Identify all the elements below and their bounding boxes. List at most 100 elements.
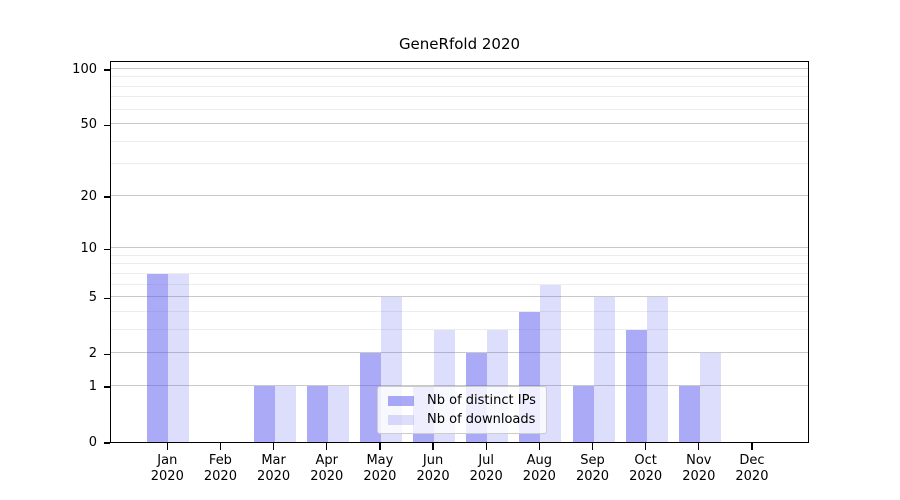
bar-downloads-jan [168,273,190,442]
x-tick-label-apr: Apr 2020 [295,453,359,485]
x-tick-apr [326,443,328,450]
legend-entry-distinct-ips: Nb of distinct IPs [388,393,536,408]
x-tick-month-oct: Oct [634,453,657,468]
x-tick-year-jun: 2020 [416,469,450,484]
x-tick-year-sep: 2020 [575,469,610,484]
legend: Nb of distinct IPs Nb of downloads [377,386,547,434]
gridline-minor-70 [111,96,808,98]
x-tick-jun [432,443,434,450]
bar-distinct-ips-may [359,353,381,442]
x-tick-month-jan: Jan [157,453,178,468]
bar-distinct-ips-sep [572,385,594,442]
bar-downloads-sep [593,297,615,442]
gridline-minor-4 [111,310,808,312]
chart-title: GeneRfold 2020 [398,35,521,53]
legend-label-distinct-ips: Nb of distinct IPs [427,393,536,408]
y-tick-50 [103,124,110,126]
x-tick-mar [273,443,275,450]
x-tick-month-nov: Nov [686,453,712,468]
bar-distinct-ips-apr [306,385,328,442]
y-tick-5 [103,297,110,299]
gridline-minor-60 [111,108,808,110]
x-tick-oct [645,443,647,450]
y-tick-label-0: 0 [88,435,97,450]
y-tick-label-5: 5 [88,290,97,306]
x-tick-year-jan: 2020 [150,469,184,484]
x-tick-month-aug: Aug [526,453,553,468]
y-tick-1 [103,386,110,388]
x-tick-label-oct: Oct 2020 [614,453,678,485]
x-tick-year-jul: 2020 [469,469,503,484]
x-tick-month-jul: Jul [478,453,495,468]
x-tick-label-feb: Feb 2020 [188,453,252,485]
bar-distinct-ips-nov [678,385,700,442]
y-tick-10 [103,248,110,250]
bar-downloads-apr [327,385,349,442]
gridline-minor-9 [111,254,808,256]
gridline-minor-7 [111,272,808,274]
gridline-major-100 [111,68,808,69]
gridline-minor-30 [111,163,808,165]
x-tick-year-feb: 2020 [203,469,237,484]
gridline-major-2 [111,352,808,354]
gridline-minor-8 [111,263,808,265]
legend-entry-downloads: Nb of downloads [388,412,536,427]
gridline-minor-6 [111,283,808,285]
legend-swatch-distinct-ips [388,395,414,406]
y-tick-20 [103,196,110,198]
x-tick-label-jan: Jan 2020 [135,453,199,485]
x-tick-label-dec: Dec 2020 [720,453,784,485]
bar-distinct-ips-mar [253,385,275,442]
x-tick-month-jun: Jun [422,453,444,468]
bar-distinct-ips-oct [625,329,647,442]
gridline-minor-40 [111,140,808,142]
x-tick-month-mar: Mar [261,453,286,468]
x-tick-month-apr: Apr [315,453,339,468]
y-tick-100 [103,69,110,71]
legend-label-downloads: Nb of downloads [427,412,536,427]
x-tick-month-may: May [366,453,394,468]
x-tick-month-feb: Feb [208,453,232,468]
y-tick-2 [103,353,110,355]
gridline-major-50 [111,123,808,125]
x-tick-label-aug: Aug 2020 [507,453,571,485]
y-tick-label-10: 10 [80,241,97,257]
y-tick-label-1: 1 [88,378,97,394]
x-tick-year-oct: 2020 [629,469,663,484]
x-tick-jan [166,443,168,450]
x-tick-dec [751,443,753,450]
gridline-major-1 [111,384,808,386]
x-tick-label-may: May 2020 [348,453,412,485]
gridline-minor-3 [111,328,808,330]
y-tick-0 [103,442,110,444]
x-tick-feb [219,443,222,450]
gridline-major-20 [111,194,808,196]
x-tick-label-mar: Mar 2020 [242,453,306,485]
x-tick-year-dec: 2020 [735,469,769,484]
bar-downloads-nov [699,353,721,442]
y-tick-label-20: 20 [80,188,97,204]
gridline-major-10 [111,247,808,249]
y-tick-label-2: 2 [88,346,97,362]
gridline-major-5 [111,296,808,298]
x-tick-label-nov: Nov 2020 [667,453,731,485]
x-tick-month-sep: Sep [580,453,605,468]
gridline-minor-80 [111,85,808,87]
x-tick-label-jun: Jun 2020 [401,453,465,485]
x-tick-year-mar: 2020 [257,469,291,484]
bar-downloads-mar [274,385,296,442]
y-tick-label-100: 100 [72,61,97,77]
x-tick-label-sep: Sep 2020 [561,453,625,485]
gridline-minor-90 [111,76,808,78]
x-tick-nov [698,443,700,450]
x-tick-month-dec: Dec [739,453,765,468]
bar-distinct-ips-jan [147,273,169,442]
x-tick-year-may: 2020 [363,469,397,484]
x-tick-may [379,443,381,450]
x-tick-jul [485,443,487,450]
x-tick-sep [591,443,594,450]
y-tick-label-50: 50 [80,117,97,133]
legend-swatch-downloads [388,414,414,425]
x-tick-year-aug: 2020 [522,469,556,484]
